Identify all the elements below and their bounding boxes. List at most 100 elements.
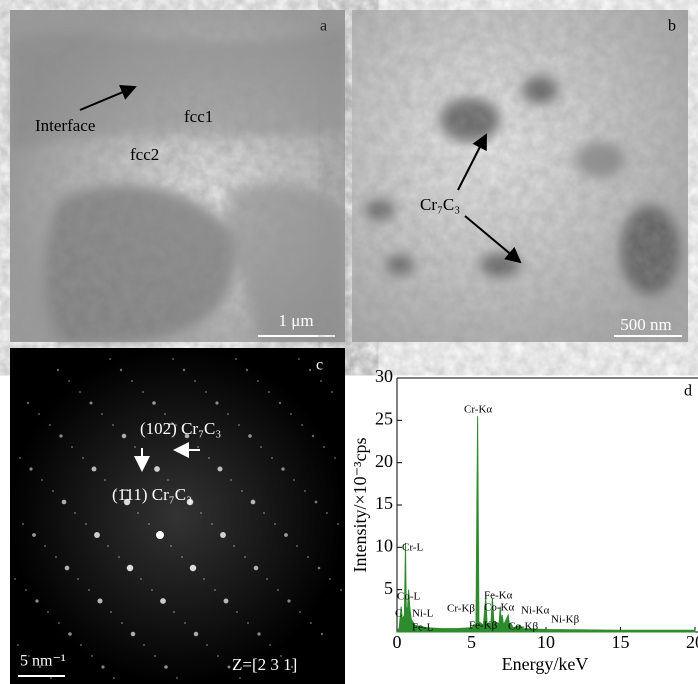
diffraction-spot: [334, 457, 336, 459]
diffraction-spot: [244, 556, 246, 558]
diffraction-spot: [164, 413, 166, 415]
diffraction-spot: [122, 434, 126, 438]
diffraction-spot: [190, 565, 196, 571]
diffraction-spot: [89, 401, 92, 404]
x-tick-label: 15: [612, 632, 630, 652]
diffraction-spot: [217, 655, 219, 657]
diffraction-spot: [91, 655, 93, 657]
diffraction-spot: [38, 413, 40, 415]
diffraction-spot: [145, 457, 147, 459]
diffraction-spot: [224, 599, 229, 604]
panel-d: d Energy/keV Intensity/×10⁻³cps 51015202…: [350, 366, 698, 674]
diffraction-spot: [321, 633, 323, 635]
diffraction-spot: [254, 566, 259, 571]
diffraction-spot: [68, 632, 72, 636]
diffraction-spot: [274, 523, 276, 525]
diffraction-spot: [107, 545, 109, 547]
diffraction-spot: [291, 666, 293, 668]
diffraction-spot: [27, 402, 29, 404]
diffraction-spot: [35, 599, 38, 602]
x-axis-label: Energy/keV: [502, 654, 589, 674]
diffraction-spot: [197, 446, 199, 448]
diffraction-spot: [227, 665, 230, 668]
diffraction-spot: [143, 644, 145, 646]
diffraction-spot: [39, 666, 41, 668]
scale-bar: 1 μm: [278, 311, 313, 330]
annotation: (102̄) Cr₇C₃: [140, 419, 221, 438]
diffraction-spot: [101, 665, 104, 668]
annotation: Interface: [35, 116, 95, 135]
diffraction-spot: [127, 565, 134, 572]
diffraction-spot: [287, 599, 290, 602]
diffraction-spot: [227, 413, 229, 415]
diffraction-spot: [263, 512, 265, 514]
diffraction-spot: [17, 644, 19, 646]
diffraction-spot: [183, 369, 185, 371]
peak-label: Fe-Kβ: [469, 620, 498, 632]
diffraction-spot: [68, 380, 70, 382]
diffraction-spot: [307, 556, 309, 558]
y-tick-label: 25: [375, 408, 393, 428]
annotation: Cr₇C₃: [420, 195, 460, 214]
diffraction-spot: [214, 589, 216, 591]
scale-bar: 5 nm⁻¹: [20, 653, 66, 670]
diffraction-spot: [28, 655, 30, 657]
diffraction-spot: [268, 391, 270, 393]
diffraction-spot: [279, 402, 281, 404]
diffraction-spot: [266, 578, 268, 580]
diffraction-spot: [77, 578, 79, 580]
diffraction-spot: [176, 677, 178, 679]
diffraction-spot: [299, 611, 301, 613]
panel-c: c (102̄) Cr₇C₃ (1̄11) Cr₇C₃ 5 nm⁻¹ Z=[2 …: [10, 348, 345, 684]
diffraction-spot: [340, 589, 342, 591]
peak-label: Ni-Kβ: [551, 614, 580, 626]
diffraction-spot: [281, 467, 284, 470]
diffraction-spot: [304, 490, 306, 492]
axis-frame: [397, 378, 698, 632]
diffraction-spot: [44, 545, 46, 547]
diffraction-spot: [301, 424, 303, 426]
panel-b: b Cr₇C₃ 500 nm: [352, 10, 688, 342]
diffraction-spot: [331, 391, 333, 393]
diffraction-spot: [164, 665, 168, 669]
diffraction-spot: [230, 479, 232, 481]
diffraction-spot: [277, 589, 279, 591]
diffraction-spot: [74, 512, 76, 514]
peak-label: Fe-L: [412, 622, 434, 634]
diffraction-spot: [142, 391, 144, 393]
diffraction-spot: [104, 479, 106, 481]
peak-label: Ni-L: [412, 608, 434, 620]
diffraction-spot: [310, 622, 312, 624]
diffraction-spot: [97, 598, 102, 603]
diffraction-spot: [203, 578, 205, 580]
diffraction-spot: [101, 413, 103, 415]
diffraction-spot: [184, 622, 186, 624]
diffraction-spot: [131, 380, 133, 382]
diffraction-spot: [170, 545, 172, 547]
diffraction-spot: [271, 457, 273, 459]
diffraction-spot: [269, 644, 271, 646]
diffraction-spot: [290, 413, 292, 415]
diffraction-spot: [178, 490, 180, 492]
diffraction-spot: [29, 467, 32, 470]
diffraction-spot: [55, 556, 57, 558]
diffraction-spot: [50, 677, 52, 679]
diffraction-spot: [172, 358, 174, 360]
diffraction-spot: [248, 434, 252, 438]
diffraction-spot: [215, 401, 218, 404]
x-tick-label: 0: [393, 632, 402, 652]
scale-bar: 500 nm: [620, 315, 671, 334]
diffraction-spot: [112, 424, 114, 426]
diffraction-spot: [134, 446, 136, 448]
figure: a Interface fcc1 fcc2 1 μm b Cr₇C₃ 500 n…: [0, 0, 698, 684]
diffraction-spot: [257, 380, 259, 382]
diffraction-spot: [115, 490, 117, 492]
diffraction-spot: [131, 632, 136, 637]
panel-label: c: [316, 357, 323, 374]
diffraction-spot: [284, 533, 288, 537]
diffraction-spot: [59, 434, 62, 437]
diffraction-spot: [14, 578, 16, 580]
diffraction-spot: [246, 369, 248, 371]
diffraction-spot: [337, 523, 339, 525]
x-tick-label: 10: [537, 632, 555, 652]
